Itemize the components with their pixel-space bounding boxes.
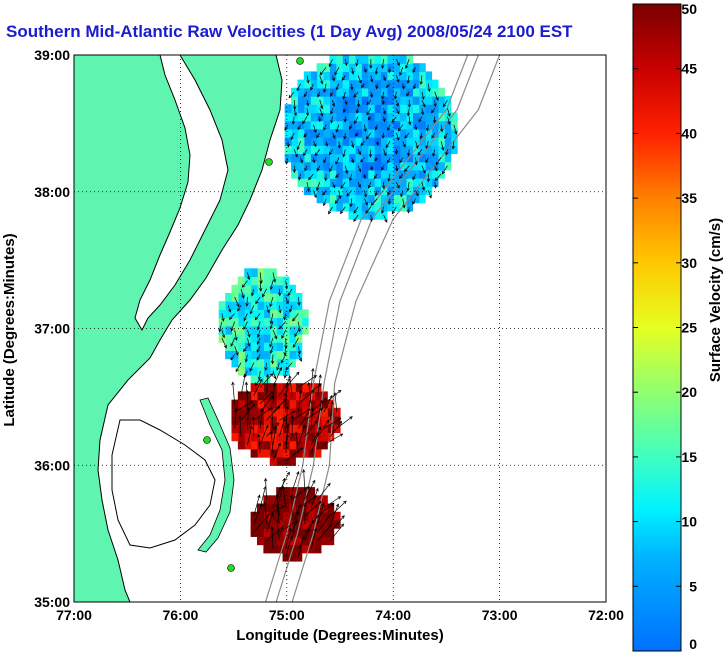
station-marker[interactable] bbox=[296, 57, 304, 65]
chesapeake-bay bbox=[134, 55, 229, 332]
x-tick-label: 76:00 bbox=[162, 607, 198, 623]
y-tick-label: 39:00 bbox=[34, 47, 70, 63]
x-tick-label: 74:00 bbox=[375, 607, 411, 623]
colorbar-tick-label: 35 bbox=[681, 190, 697, 206]
station-marker[interactable] bbox=[227, 564, 235, 572]
x-tick-label: 73:00 bbox=[482, 607, 518, 623]
x-tick-label: 77:00 bbox=[56, 607, 92, 623]
colorbar-tick-label: 45 bbox=[681, 61, 697, 77]
station-marker[interactable] bbox=[265, 158, 273, 166]
map-frame bbox=[73, 54, 607, 603]
colorbar-tick-label: 30 bbox=[681, 255, 697, 271]
colorbar-tick-label: 15 bbox=[681, 449, 697, 465]
outer-banks bbox=[197, 397, 235, 553]
colorbar-tick-label: 20 bbox=[681, 384, 697, 400]
y-tick-label: 37:00 bbox=[34, 321, 70, 337]
colorbar-tick-label: 0 bbox=[689, 636, 697, 652]
y-tick-labels: 39:00 38:00 37:00 36:00 35:00 bbox=[34, 47, 70, 610]
y-axis-label: Latitude (Degrees:Minutes) bbox=[1, 233, 18, 426]
pamlico-sound bbox=[111, 419, 216, 549]
colorbar-tick-label: 50 bbox=[681, 1, 697, 17]
colorbar-tick-label: 5 bbox=[689, 578, 697, 594]
colorbar-label: Surface Velocity (cm/s) bbox=[707, 218, 724, 382]
plot-title: Southern Mid-Atlantic Raw Velocities (1 … bbox=[6, 22, 573, 41]
x-axis-label: Longitude (Degrees:Minutes) bbox=[236, 627, 444, 644]
station-marker[interactable] bbox=[203, 436, 211, 444]
velocity-vectors bbox=[218, 58, 458, 557]
y-tick-label: 36:00 bbox=[34, 457, 70, 473]
colorbar-tick-label: 40 bbox=[681, 125, 697, 141]
grid-lines bbox=[74, 55, 606, 602]
x-tick-labels: 77:00 76:00 75:00 74:00 73:00 72:00 bbox=[56, 607, 624, 623]
x-tick-label: 75:00 bbox=[269, 607, 305, 623]
colorbar bbox=[632, 3, 682, 652]
y-tick-label: 35:00 bbox=[34, 594, 70, 610]
radar-stations bbox=[203, 57, 304, 572]
x-tick-label: 72:00 bbox=[588, 607, 624, 623]
colorbar-tick-label: 10 bbox=[681, 514, 697, 530]
y-tick-label: 38:00 bbox=[34, 184, 70, 200]
colorbar-tick-label: 25 bbox=[681, 320, 697, 336]
